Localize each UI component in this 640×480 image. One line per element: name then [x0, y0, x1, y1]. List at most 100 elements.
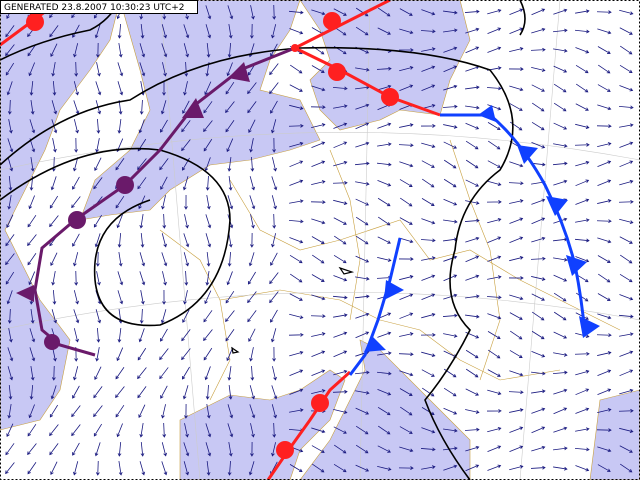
wind-arrow: [29, 384, 34, 400]
wind-arrow: [575, 256, 590, 263]
wind-arrow: [355, 235, 369, 245]
wind-arrow: [487, 445, 502, 453]
wind-arrow: [311, 180, 326, 185]
wind-arrow: [355, 216, 369, 226]
wind-arrow: [205, 442, 212, 457]
wind-arrow: [443, 293, 458, 300]
wind-arrow: [227, 157, 232, 172]
wind-arrow: [421, 47, 436, 52]
wind-arrow: [531, 426, 546, 434]
wind-arrow: [597, 388, 612, 395]
wind-arrow: [161, 195, 166, 210]
wind-arrow: [575, 369, 590, 376]
wind-arrow: [74, 61, 79, 77]
wind-arrow: [377, 7, 391, 17]
wind-arrow: [465, 464, 480, 472]
wind-arrow: [115, 195, 125, 209]
wind-arrow: [311, 85, 326, 92]
wind-arrow: [420, 124, 436, 128]
wind-arrow: [93, 177, 103, 190]
wind-arrow: [73, 43, 79, 58]
warm-front: [0, 6, 51, 47]
wind-arrow: [421, 387, 435, 397]
wind-arrow: [486, 86, 502, 91]
wind-arrow: [161, 252, 168, 267]
wind-arrow: [531, 27, 546, 34]
wind-arrow: [421, 160, 435, 168]
wind-arrow: [596, 428, 612, 432]
wind-arrow: [162, 422, 167, 438]
wind-arrow: [162, 213, 167, 229]
wind-arrow: [399, 426, 413, 434]
graticule-line: [0, 292, 640, 331]
wind-arrow: [377, 180, 392, 187]
wind-arrow: [509, 294, 524, 301]
wind-arrow: [183, 442, 190, 457]
wind-arrow: [333, 141, 348, 149]
wind-arrow: [377, 257, 392, 262]
wind-arrow: [73, 81, 79, 96]
wind-arrow: [51, 365, 56, 381]
wind-arrow: [465, 236, 480, 243]
wind-arrow: [487, 464, 502, 471]
wind-arrow: [465, 46, 480, 54]
wind-arrow: [509, 312, 523, 320]
wind-arrow: [7, 157, 14, 172]
wind-arrow: [49, 215, 59, 228]
wind-arrow: [333, 369, 348, 376]
wind-arrow: [531, 407, 546, 414]
wind-arrow: [289, 350, 304, 357]
wind-arrow: [5, 44, 15, 57]
wind-arrow: [30, 366, 35, 381]
wind-arrow: [486, 200, 502, 204]
wind-arrow: [269, 63, 279, 76]
wind-arrow: [96, 62, 101, 77]
wind-arrow: [531, 371, 546, 376]
wind-arrow: [377, 236, 391, 244]
wind-arrow: [509, 8, 524, 15]
wind-arrow: [184, 270, 189, 286]
wind-arrow: [399, 312, 414, 319]
wind-arrow: [421, 274, 436, 281]
wind-arrow: [420, 29, 436, 34]
wind-arrow: [289, 369, 304, 377]
wind-arrow: [421, 218, 436, 225]
wind-arrow: [227, 42, 232, 58]
wind-arrow: [204, 81, 212, 96]
wind-arrow: [399, 66, 414, 72]
wind-arrow: [553, 257, 568, 262]
wind-arrow: [531, 350, 546, 358]
wind-arrow: [72, 442, 80, 456]
wind-arrow: [289, 104, 304, 110]
wind-arrow: [115, 404, 125, 418]
wind-arrow: [73, 328, 79, 343]
wind-arrow: [399, 388, 413, 396]
wind-field: [5, 4, 634, 476]
wind-arrow: [73, 290, 79, 305]
wind-arrow: [465, 274, 480, 281]
wind-arrow: [553, 388, 568, 395]
wind-arrow: [6, 214, 14, 229]
wind-arrow: [52, 138, 57, 153]
wind-arrow: [575, 64, 589, 74]
front-symbol: [68, 211, 86, 229]
wind-arrow: [51, 100, 58, 115]
wind-arrow: [95, 251, 100, 267]
wind-arrow: [225, 329, 235, 342]
wind-arrow: [96, 42, 100, 58]
wind-arrow: [355, 122, 370, 130]
wind-arrow: [206, 42, 211, 58]
wind-arrow: [399, 446, 414, 453]
wind-arrow: [28, 62, 36, 77]
wind-arrow: [465, 200, 480, 205]
wind-arrow: [377, 425, 391, 435]
wind-arrow: [249, 347, 254, 362]
front-symbol: [328, 63, 346, 81]
wind-arrow: [74, 270, 79, 286]
wind-arrow: [289, 273, 303, 283]
wind-arrow: [465, 122, 480, 130]
wind-arrow: [377, 351, 392, 356]
wind-arrow: [27, 423, 37, 437]
wind-arrow: [272, 346, 276, 362]
front-symbol: [276, 441, 294, 459]
